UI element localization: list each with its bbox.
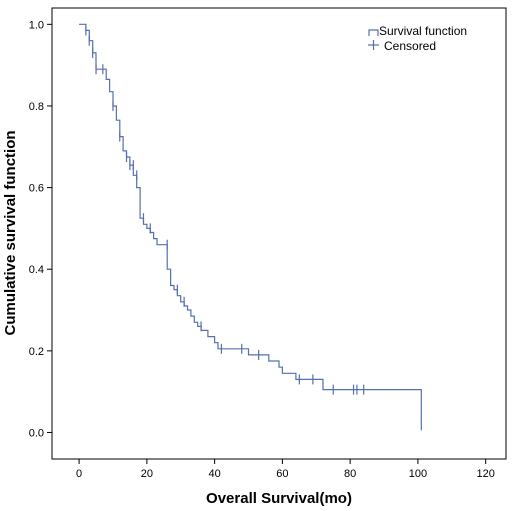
plot-frame — [51, 7, 507, 460]
y-tick-label: 0.0 — [29, 427, 44, 439]
x-axis-title: Overall Survival(mo) — [206, 490, 352, 507]
y-tick-label: 1.0 — [29, 19, 44, 31]
censor-marks — [85, 25, 365, 395]
y-tick-label: 0.2 — [29, 346, 44, 358]
x-tick-label: 0 — [76, 468, 82, 480]
x-tick-label: 60 — [276, 468, 288, 480]
series-layer — [79, 23, 422, 431]
y-axis-ticks: 0.0 0.2 0.4 0.6 0.8 1.0 — [29, 19, 52, 439]
x-axis-ticks: 0 20 40 60 80 100 120 — [76, 459, 495, 480]
legend-censored-label: Censored — [384, 39, 436, 53]
survival-function-line — [79, 23, 422, 431]
x-tick-label: 100 — [409, 468, 427, 480]
legend: Survival function Censored — [368, 24, 467, 53]
x-tick-label: 120 — [476, 468, 494, 480]
legend-survival-label: Survival function — [379, 24, 467, 38]
x-tick-label: 40 — [209, 468, 221, 480]
y-axis-title: Cumulative survival function — [2, 130, 19, 335]
y-tick-label: 0.4 — [29, 264, 44, 276]
y-tick-label: 0.8 — [29, 101, 44, 113]
y-tick-label: 0.6 — [29, 183, 44, 195]
legend-survival-swatch — [368, 29, 379, 36]
x-tick-label: 20 — [141, 468, 153, 480]
x-tick-label: 80 — [344, 468, 356, 480]
